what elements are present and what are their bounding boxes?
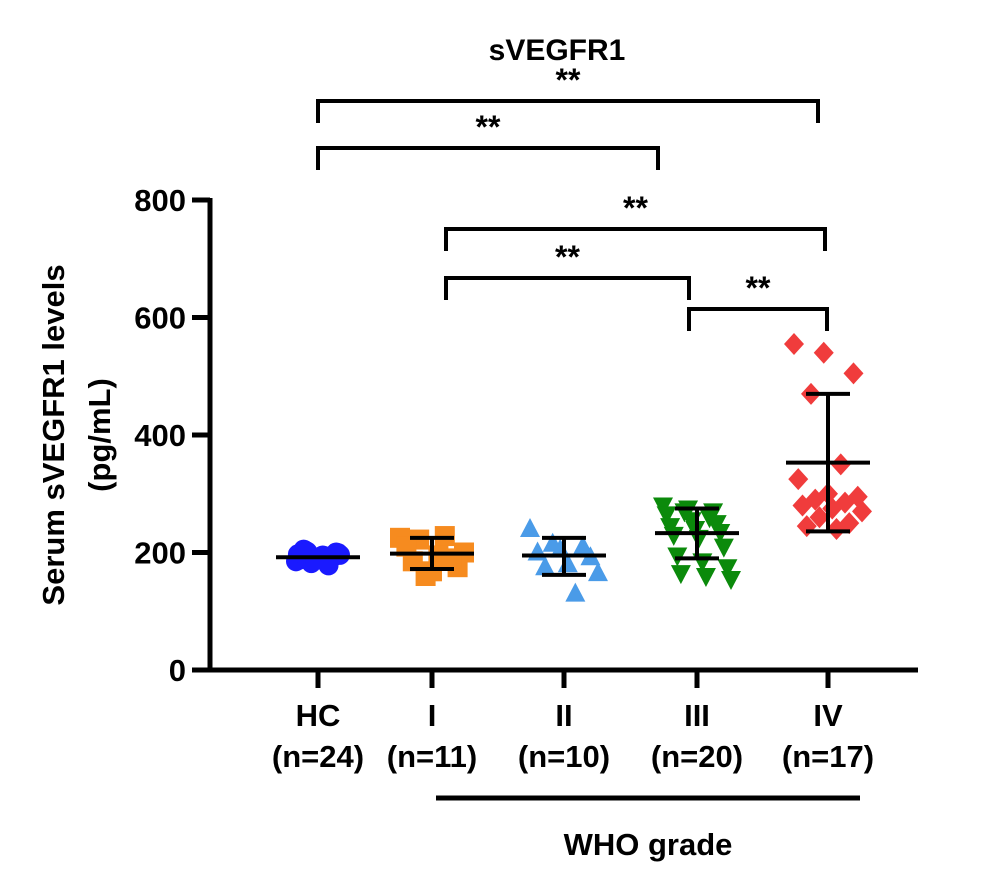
y-axis-label-line2: (pg/mL) xyxy=(82,378,117,492)
x-tick-label: III xyxy=(684,698,710,733)
data-point xyxy=(572,535,593,555)
axes: 0 200 400 600 800 xyxy=(134,183,918,688)
data-point xyxy=(843,362,864,385)
significance-bracket xyxy=(444,276,691,300)
significance-bracket xyxy=(444,227,827,251)
x-tick-n-label: (n=11) xyxy=(387,739,477,774)
x-tick-n-label: (n=10) xyxy=(518,739,610,774)
data-point xyxy=(415,566,436,586)
significance-label: ** xyxy=(555,239,580,275)
y-tick-label: 600 xyxy=(134,301,186,336)
data-point xyxy=(565,582,586,602)
y-tick-label: 0 xyxy=(169,653,186,688)
x-tick-n-label: (n=24) xyxy=(272,739,364,774)
data-point xyxy=(670,565,691,585)
x-tick-labels: HC (n=24) I (n=11) II (n=10) III (n=20) IV (n=17) xyxy=(272,698,874,774)
significance-bracket xyxy=(316,99,820,123)
data-point xyxy=(695,568,716,587)
x-tick-label: HC xyxy=(296,698,341,733)
significance-bracket xyxy=(316,146,660,170)
data-point xyxy=(699,509,720,529)
data-point xyxy=(721,570,741,590)
data-point xyxy=(809,506,830,529)
data-points xyxy=(286,332,872,602)
data-point xyxy=(535,556,556,576)
data-point xyxy=(441,548,462,569)
x-tick-n-label: (n=17) xyxy=(782,739,874,774)
significance-bracket xyxy=(687,307,829,331)
significance-label: ** xyxy=(623,190,648,226)
data-point xyxy=(713,538,734,558)
mean-sd-bars xyxy=(276,391,870,577)
data-point xyxy=(318,555,339,576)
significance-label: ** xyxy=(556,62,581,98)
significance-label: ** xyxy=(476,109,501,145)
y-axis-label-line1: Serum sVEGFR1 levels xyxy=(36,264,71,605)
data-point xyxy=(588,562,608,582)
data-point xyxy=(826,518,847,540)
data-point xyxy=(792,494,813,517)
x-tick-label: IV xyxy=(813,698,843,733)
data-point xyxy=(788,468,809,491)
data-point xyxy=(784,332,804,355)
significance-brackets: ** ** ** ** ** xyxy=(316,62,829,331)
y-tick-label: 200 xyxy=(134,536,186,571)
data-point xyxy=(656,506,677,526)
x-tick-label: I xyxy=(428,698,437,733)
y-tick-label: 800 xyxy=(134,183,186,218)
data-point xyxy=(663,526,684,546)
significance-label: ** xyxy=(746,270,771,306)
x-axis-label: WHO grade xyxy=(564,827,733,862)
chart-title: sVEGFR1 xyxy=(489,34,626,67)
data-point xyxy=(813,341,834,364)
data-point xyxy=(542,532,563,552)
data-point xyxy=(520,518,540,537)
x-tick-label: II xyxy=(555,698,572,733)
data-point xyxy=(717,559,738,579)
y-tick-label: 400 xyxy=(134,418,186,453)
data-point xyxy=(396,536,417,557)
data-point xyxy=(852,500,872,523)
x-tick-n-label: (n=20) xyxy=(651,739,743,774)
